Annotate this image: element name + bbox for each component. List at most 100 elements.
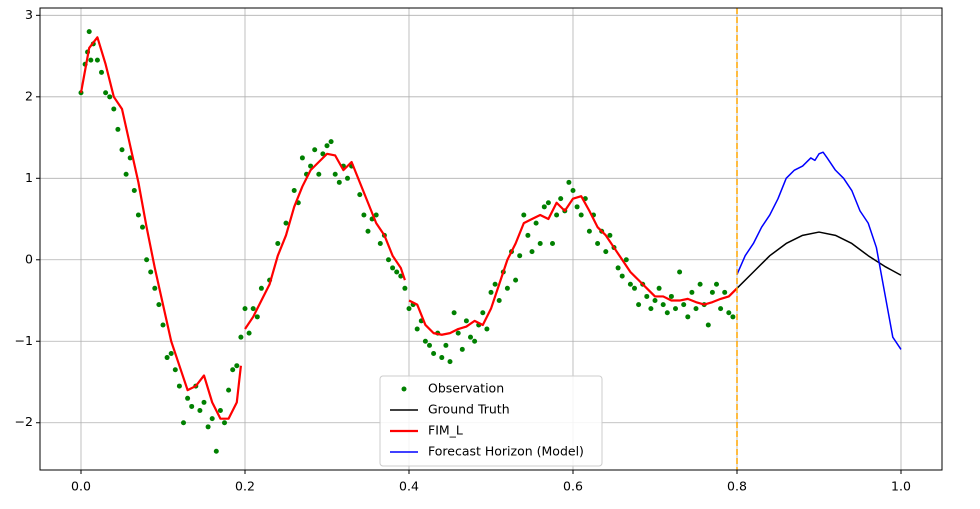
observation-point: [111, 106, 117, 112]
observation-point: [320, 151, 326, 157]
series-line: [736, 151, 902, 350]
legend-label: Observation: [428, 381, 504, 396]
observation-point: [189, 403, 195, 409]
observation-point: [677, 269, 683, 275]
observation-point: [230, 367, 236, 373]
observation-point: [595, 240, 601, 246]
observation-point: [377, 240, 383, 246]
observation-point: [636, 302, 642, 308]
observation-point: [722, 289, 728, 295]
observation-point: [427, 342, 432, 348]
observation-point: [422, 338, 428, 344]
observation-point: [164, 355, 170, 361]
plot-frame: [39, 7, 943, 471]
legend-box: [379, 375, 603, 467]
observation-point: [488, 289, 494, 295]
observation-point: [299, 155, 305, 161]
observation-point: [525, 232, 531, 238]
observation-point: [697, 281, 703, 287]
observation-point: [578, 212, 584, 218]
observation-point: [213, 448, 219, 454]
observation-point: [217, 408, 223, 414]
x-tick-label: 0.4: [399, 479, 419, 494]
observation-point: [246, 330, 252, 336]
observation-point: [250, 306, 256, 312]
observation-point: [545, 200, 551, 206]
observation-point: [394, 269, 400, 275]
observation-point: [566, 179, 572, 185]
observation-point: [673, 306, 678, 312]
x-tick-label: 0.6: [563, 479, 583, 494]
observation-point: [107, 94, 113, 100]
observation-point: [537, 240, 543, 246]
observation-point: [148, 269, 154, 275]
observation-point: [99, 69, 104, 75]
observation-point: [328, 139, 334, 145]
y-tick-label: 3: [25, 7, 33, 22]
observation-point: [521, 212, 527, 218]
observation-point: [222, 420, 227, 426]
observation-point: [492, 281, 498, 287]
observation-point: [103, 90, 109, 96]
observation-point: [472, 338, 478, 344]
observation-point: [176, 383, 182, 389]
observation-point: [504, 285, 510, 291]
observation-point: [529, 249, 535, 255]
observation-point: [365, 228, 371, 234]
x-tick-label: 0.2: [235, 479, 255, 494]
observation-point: [242, 306, 248, 312]
observation-point: [357, 192, 363, 198]
observation-point: [554, 212, 560, 218]
observation-point: [144, 257, 150, 263]
observation-point: [623, 257, 629, 263]
observation-point: [316, 171, 322, 177]
observation-point: [119, 147, 125, 153]
observation-point: [533, 220, 539, 226]
y-tick-label: −2: [15, 414, 33, 429]
observation-point: [123, 171, 129, 177]
observation-point: [386, 257, 391, 263]
observation-point: [324, 143, 330, 149]
observation-point: [332, 171, 338, 177]
observation-point: [447, 359, 453, 365]
observation-point: [308, 163, 314, 169]
observation-point: [205, 424, 211, 430]
observation-point: [291, 188, 297, 194]
observation-point: [131, 188, 137, 194]
observation-point: [234, 363, 240, 369]
observation-point: [570, 188, 576, 194]
observation-point: [496, 298, 502, 304]
observation-point: [402, 285, 408, 291]
observation-point: [705, 322, 711, 328]
observation-point: [86, 29, 92, 35]
observation-point: [172, 367, 178, 373]
observation-point: [660, 302, 666, 308]
observation-point: [652, 298, 658, 304]
observation-point: [681, 302, 687, 308]
y-tick-label: −1: [15, 333, 33, 348]
observation-point: [254, 314, 260, 320]
observation-point: [181, 420, 186, 426]
observation-point: [730, 314, 736, 320]
observation-point: [574, 204, 580, 210]
observation-point: [127, 155, 133, 161]
observation-point: [627, 281, 633, 287]
observation-point: [275, 240, 281, 246]
legend-marker: [401, 386, 407, 392]
observation-point: [336, 179, 342, 185]
observation-point: [345, 175, 350, 181]
observation-point: [439, 355, 445, 361]
x-tick-label: 0.8: [727, 479, 747, 494]
observation-point: [468, 334, 473, 340]
observation-point: [463, 318, 469, 324]
observation-point: [238, 334, 244, 340]
observation-point: [455, 330, 461, 336]
observation-point: [406, 306, 412, 312]
observation-point: [586, 228, 592, 234]
observation-point: [615, 265, 621, 271]
observation-point: [664, 310, 670, 316]
observation-point: [414, 326, 420, 332]
observation-point: [373, 212, 379, 218]
observation-point: [115, 126, 121, 132]
